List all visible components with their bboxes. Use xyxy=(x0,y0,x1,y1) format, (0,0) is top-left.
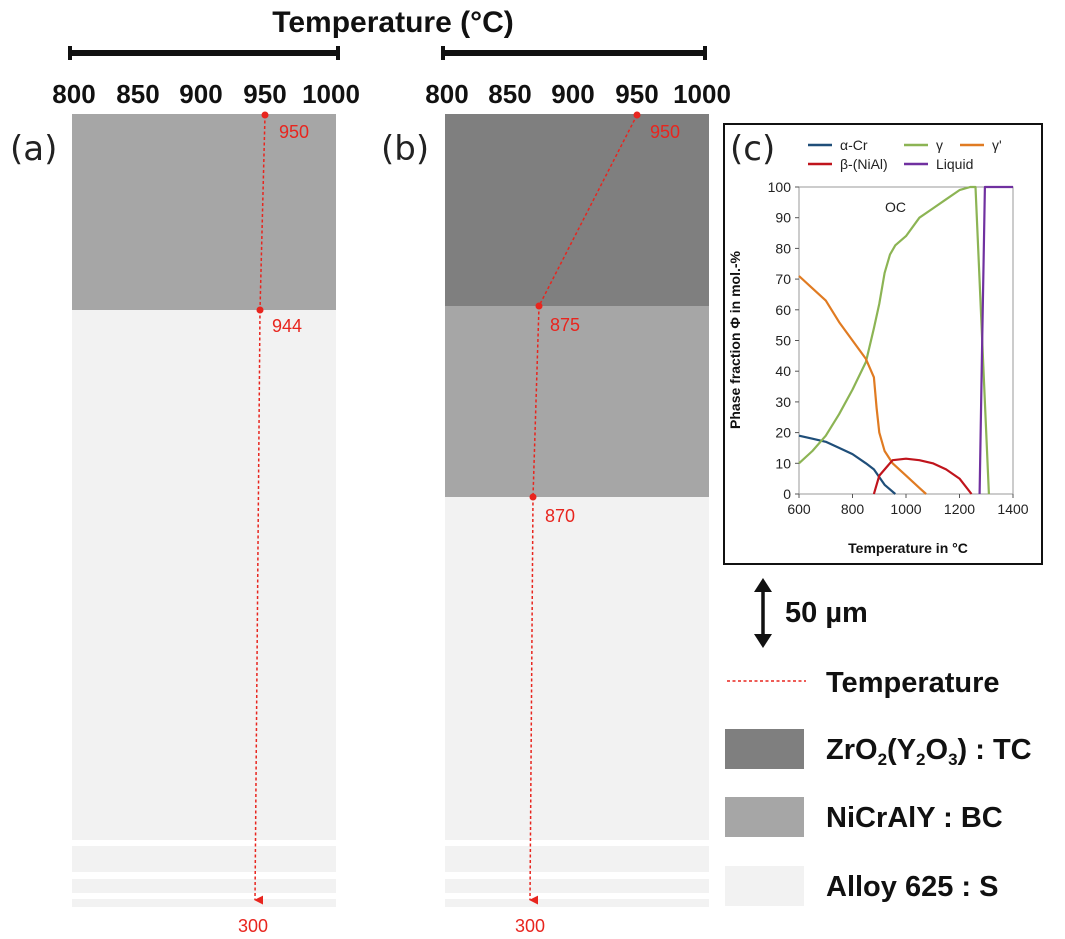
tick-b-950: 950 xyxy=(615,79,658,109)
panel-b-bond-coat-layer xyxy=(445,306,709,497)
scale-bar-arrow-head-bottom xyxy=(754,634,772,648)
panel-a-point-944 xyxy=(256,306,264,314)
inset-y-tick-label-20: 20 xyxy=(775,425,791,441)
panel-a-label-944: 944 xyxy=(272,316,302,336)
panel-a-substrate-strip-1 xyxy=(72,846,336,872)
legend-alpha-cr-label: α-Cr xyxy=(840,137,868,153)
inset-x-axis-label: Temperature in °C xyxy=(848,540,968,556)
axis-bar-b-right-cap xyxy=(703,46,707,60)
panel-a-point-950 xyxy=(261,111,269,119)
inset-y-tick-label-100: 100 xyxy=(768,179,792,195)
panel-b-label-870: 870 xyxy=(545,506,575,526)
scale-bar-label: 50 µm xyxy=(785,597,868,629)
panel-a-label-950: 950 xyxy=(279,122,309,142)
inset-x-tick-label-600: 600 xyxy=(787,501,811,517)
tick-a-800: 800 xyxy=(52,79,95,109)
axis-bar-a xyxy=(68,50,340,56)
panel-b-label-875: 875 xyxy=(550,315,580,335)
tick-b-1000: 1000 xyxy=(673,79,731,109)
legend-bc-label: NiCrAlY : BC xyxy=(826,802,1003,834)
tick-b-850: 850 xyxy=(488,79,531,109)
panel-b-top-coat-layer xyxy=(445,114,709,306)
legend-substrate-swatch xyxy=(725,866,804,906)
inset-plot-area: 0 10 20 30 40 50 60 70 80 90 100 600 800 1000 1200 1400 xyxy=(768,179,1029,517)
panel-b-point-875 xyxy=(535,302,543,310)
inset-x-tick-label-1000: 1000 xyxy=(890,501,921,517)
tick-a-900: 900 xyxy=(179,79,222,109)
legend-bc-swatch xyxy=(725,797,804,837)
panel-a-substrate-strip-3 xyxy=(72,899,336,907)
panel-b-substrate-layer xyxy=(445,497,709,840)
panel-b-point-950 xyxy=(633,111,641,119)
tick-b-800: 800 xyxy=(425,79,468,109)
legend-tc-swatch xyxy=(725,729,804,769)
series-line-alpha-cr xyxy=(798,434,897,495)
series-line-liquid xyxy=(978,185,1013,495)
panel-a-bond-coat-layer xyxy=(72,114,336,310)
inset-x-tick-label-800: 800 xyxy=(841,501,865,517)
inset-y-tick-label-70: 70 xyxy=(775,271,791,287)
panel-a-label: (a) xyxy=(10,129,57,169)
panel-a-substrate-layer xyxy=(72,310,336,840)
inset-phase-chart: (c) α-Cr γ γ' β-(NiAl) Liquid 0 10 20 30 40 5… xyxy=(723,123,1043,565)
inset-y-axis-label: Phase fraction Φ in mol.-% xyxy=(727,250,743,429)
panel-b-substrate-strip-3 xyxy=(445,899,709,907)
panel-b-label-950: 950 xyxy=(650,122,680,142)
inset-y-tick-label-30: 30 xyxy=(775,394,791,410)
series-line-beta-nial xyxy=(872,457,973,495)
top-axis-title: Temperature (°C) xyxy=(272,6,513,39)
legend-liquid-label: Liquid xyxy=(936,156,973,172)
scale-bar: 50 µm xyxy=(754,578,868,648)
inset-x-tick-label-1200: 1200 xyxy=(944,501,975,517)
inset-y-tick-label-60: 60 xyxy=(775,302,791,318)
inset-y-tick-label-90: 90 xyxy=(775,210,791,226)
tick-b-900: 900 xyxy=(551,79,594,109)
inset-y-tick-label-40: 40 xyxy=(775,363,791,379)
panel-b-temperature-segment-1 xyxy=(538,114,638,307)
tick-a-850: 850 xyxy=(116,79,159,109)
inset-y-tick-label-80: 80 xyxy=(775,240,791,256)
panel-b-label: (b) xyxy=(381,129,429,169)
panel-a-label-300: 300 xyxy=(238,916,268,936)
inset-y-tick-label-10: 10 xyxy=(775,455,791,471)
panel-a-substrate-strip-2 xyxy=(72,879,336,893)
panel-b-temperature-segment-2 xyxy=(532,305,540,498)
legend-tc-label: ZrO2(Y2O3) : TC xyxy=(826,734,1032,769)
legend-substrate-label: Alloy 625 : S xyxy=(826,871,998,903)
inset-annotation-oc: OC xyxy=(885,199,906,215)
legend-gamma-prime-label: γ' xyxy=(992,137,1002,153)
panel-b-label-300: 300 xyxy=(515,916,545,936)
inset-x-tick-label-1400: 1400 xyxy=(997,501,1028,517)
panel-b-substrate-strip-1 xyxy=(445,846,709,872)
legend-temperature-label: Temperature xyxy=(826,667,1000,699)
series-line-gamma xyxy=(798,185,990,495)
axis-bar-a-left-cap xyxy=(68,46,72,60)
inset-y-tick-label-0: 0 xyxy=(783,486,791,502)
axis-bar-b-left-cap xyxy=(441,46,445,60)
axis-bar-b xyxy=(441,50,707,56)
panel-b-substrate-strip-2 xyxy=(445,879,709,893)
panel-b-point-870 xyxy=(529,493,537,501)
tick-a-950: 950 xyxy=(243,79,286,109)
panel-a-temperature-segment-2 xyxy=(254,309,264,905)
tick-a-1000: 1000 xyxy=(302,79,360,109)
legend-beta-label: β-(NiAl) xyxy=(840,156,888,172)
axis-bar-a-right-cap xyxy=(336,46,340,60)
scale-bar-arrow-head-top xyxy=(754,578,772,592)
legend-gamma-label: γ xyxy=(936,137,943,153)
inset-y-tick-label-50: 50 xyxy=(775,333,791,349)
inset-label: (c) xyxy=(730,129,775,169)
series-line-gamma-prime xyxy=(798,275,927,495)
panel-b-temperature-segment-3 xyxy=(529,496,539,905)
